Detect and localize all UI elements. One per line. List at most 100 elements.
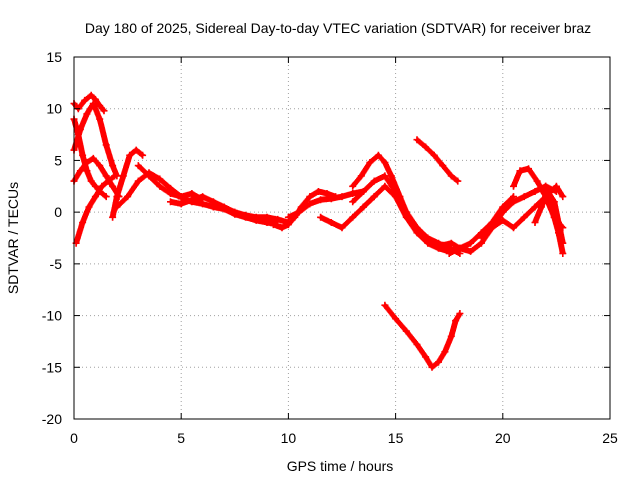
data-series [70,91,567,371]
data-point [102,172,110,180]
data-point [177,195,185,203]
x-tick-label: 15 [388,430,404,446]
data-point [209,203,217,211]
data-point [381,159,389,166]
x-tick-label: 25 [602,430,618,446]
data-point [102,193,110,201]
y-tick-label: -20 [42,411,62,427]
data-point [284,213,292,221]
data-point [531,219,539,226]
data-point [537,203,545,211]
series-track-6 [109,146,147,221]
data-point [96,115,104,123]
data-point [510,198,517,206]
y-tick-label: -5 [50,256,63,272]
data-point [381,301,389,309]
y-tick-label: -10 [42,308,62,324]
data-point [510,224,517,232]
data-point [430,151,438,159]
data-point [435,244,442,252]
data-point [199,200,207,208]
data-point [516,167,524,175]
data-point [134,162,142,170]
data-point [327,195,335,203]
data-point [89,154,97,162]
data-point [357,172,365,180]
x-tick-label: 20 [495,430,511,446]
data-point [98,182,106,190]
data-point [445,250,453,257]
data-point [323,190,331,197]
data-point [349,182,357,190]
data-point [387,172,395,180]
y-tick-label: 0 [54,204,62,220]
data-point [413,136,421,144]
data-point [499,208,507,216]
data-point [317,213,325,221]
data-point [359,203,367,211]
data-point [370,193,378,201]
data-point [156,175,164,183]
data-point [91,193,99,201]
data-point [100,107,108,115]
data-point [454,177,462,185]
series-track-12 [284,188,367,221]
data-point [81,96,89,104]
data-point [381,182,389,190]
data-point [109,182,117,190]
data-point [359,188,367,195]
data-point [447,239,455,247]
data-point [542,182,550,190]
data-point [467,239,475,247]
data-point [435,358,442,366]
data-point [263,219,271,226]
data-point [439,162,447,170]
data-point [83,167,91,175]
data-point [167,198,174,206]
data-point [467,247,475,255]
data-point [477,234,485,242]
data-point [338,224,346,232]
data-point [327,219,335,226]
data-point [366,159,374,166]
data-point [317,196,325,204]
data-point [188,198,196,206]
data-point [555,229,562,237]
data-point [89,100,97,107]
data-point [531,188,539,195]
data-point [91,182,99,190]
data-point [520,213,528,221]
data-point [91,95,99,103]
data-point [447,172,455,180]
data-point [349,198,357,206]
data-point [550,213,558,221]
series-track-18 [381,301,464,371]
data-point [76,167,84,175]
data-point [102,141,110,149]
data-point [413,341,421,348]
data-point [87,177,95,185]
data-point [96,102,104,110]
data-point [76,125,84,133]
series-markers [109,147,146,221]
data-point [284,221,292,229]
data-point [314,188,322,195]
data-point [134,177,142,185]
data-point [525,165,532,173]
data-point [456,310,464,317]
data-point [422,353,430,361]
data-point [252,216,260,224]
data-point [349,213,357,221]
data-point [132,146,140,154]
data-point [220,205,228,213]
y-tick-label: -15 [42,359,62,375]
series-track-24 [542,182,567,257]
data-point [83,110,91,118]
y-tick-label: 5 [54,152,62,168]
series-markers [414,136,461,185]
data-point [269,221,277,229]
data-point [374,151,382,159]
data-point [188,190,196,197]
data-point [533,177,541,185]
